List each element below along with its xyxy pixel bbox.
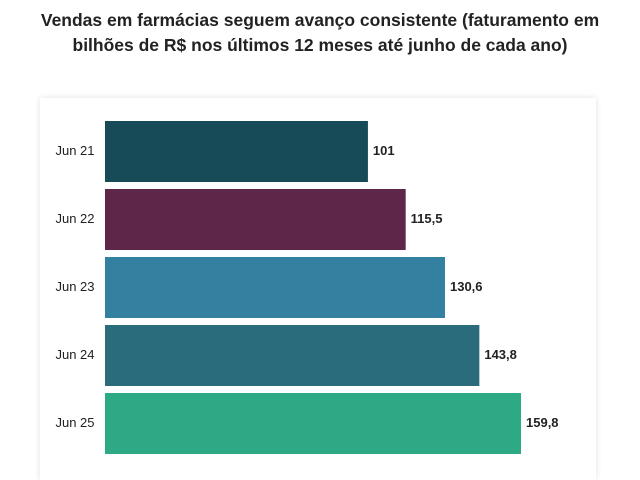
y-tick-label: Jun 23: [55, 279, 94, 294]
y-tick-label: Jun 24: [55, 347, 94, 362]
y-tick-label: Jun 21: [55, 143, 94, 158]
value-label: 130,6: [450, 279, 483, 294]
bar: [105, 393, 521, 454]
chart-title: Vendas em farmácias seguem avanço consis…: [40, 10, 600, 55]
bar: [105, 121, 368, 182]
value-label: 159,8: [526, 415, 559, 430]
bar: [105, 257, 445, 318]
value-label: 115,5: [411, 211, 443, 226]
value-label: 143,8: [484, 347, 517, 362]
bar: [105, 189, 406, 250]
bar: [105, 325, 480, 386]
y-tick-label: Jun 25: [55, 415, 94, 430]
y-tick-label: Jun 22: [55, 211, 94, 226]
value-label: 101: [373, 143, 395, 158]
